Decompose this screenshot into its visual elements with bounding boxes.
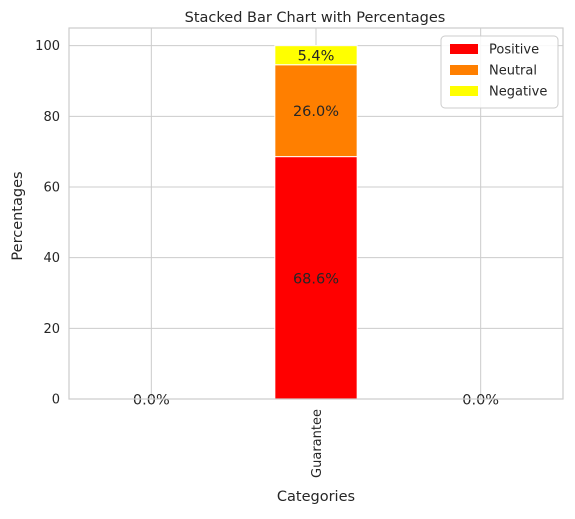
data-label: 68.6%	[293, 271, 339, 287]
legend: Positive Neutral Negative	[440, 35, 559, 109]
y-tick-label: 80	[43, 110, 60, 125]
legend-swatch-neutral	[450, 65, 478, 75]
y-tick-label: 40	[43, 251, 60, 266]
legend-swatch-positive	[450, 44, 478, 54]
x-tick-labels: Guarantee	[310, 409, 325, 478]
legend-label-neutral: Neutral	[489, 64, 537, 79]
x-axis-label: Categories	[277, 489, 355, 505]
bar-segment-positive	[274, 156, 358, 400]
data-label: 0.0%	[462, 393, 499, 409]
y-tick-label: 20	[43, 322, 60, 337]
y-tick-label: 0	[52, 393, 60, 408]
legend-swatch-negative	[450, 86, 478, 96]
bar-segment-negative	[274, 45, 358, 66]
data-label: 26.0%	[293, 104, 339, 120]
y-tick-label: 60	[43, 181, 60, 196]
bar-segment-neutral	[274, 64, 358, 158]
legend-label-negative: Negative	[489, 85, 547, 100]
data-labels: 68.6% 26.0% 5.4% 0.0% 0.0%	[133, 49, 499, 409]
x-tick-label: Guarantee	[310, 409, 325, 478]
y-tick-labels: 0 20 40 60 80 100	[35, 39, 60, 407]
y-axis-label: Percentages	[10, 171, 26, 260]
bars	[274, 45, 358, 400]
plot-frame	[68, 27, 564, 400]
chart-title: Stacked Bar Chart with Percentages	[185, 10, 446, 26]
legend-label-positive: Positive	[489, 43, 539, 58]
data-label: 0.0%	[133, 393, 170, 409]
data-label: 5.4%	[298, 49, 335, 65]
y-tick-label: 100	[35, 39, 60, 54]
